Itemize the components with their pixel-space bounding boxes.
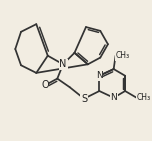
Text: S: S (81, 94, 87, 104)
Text: N: N (96, 71, 103, 80)
Text: N: N (59, 59, 67, 69)
Text: CH₃: CH₃ (137, 93, 151, 102)
Text: N: N (110, 93, 117, 102)
Text: O: O (41, 80, 49, 90)
Text: CH₃: CH₃ (116, 51, 130, 60)
